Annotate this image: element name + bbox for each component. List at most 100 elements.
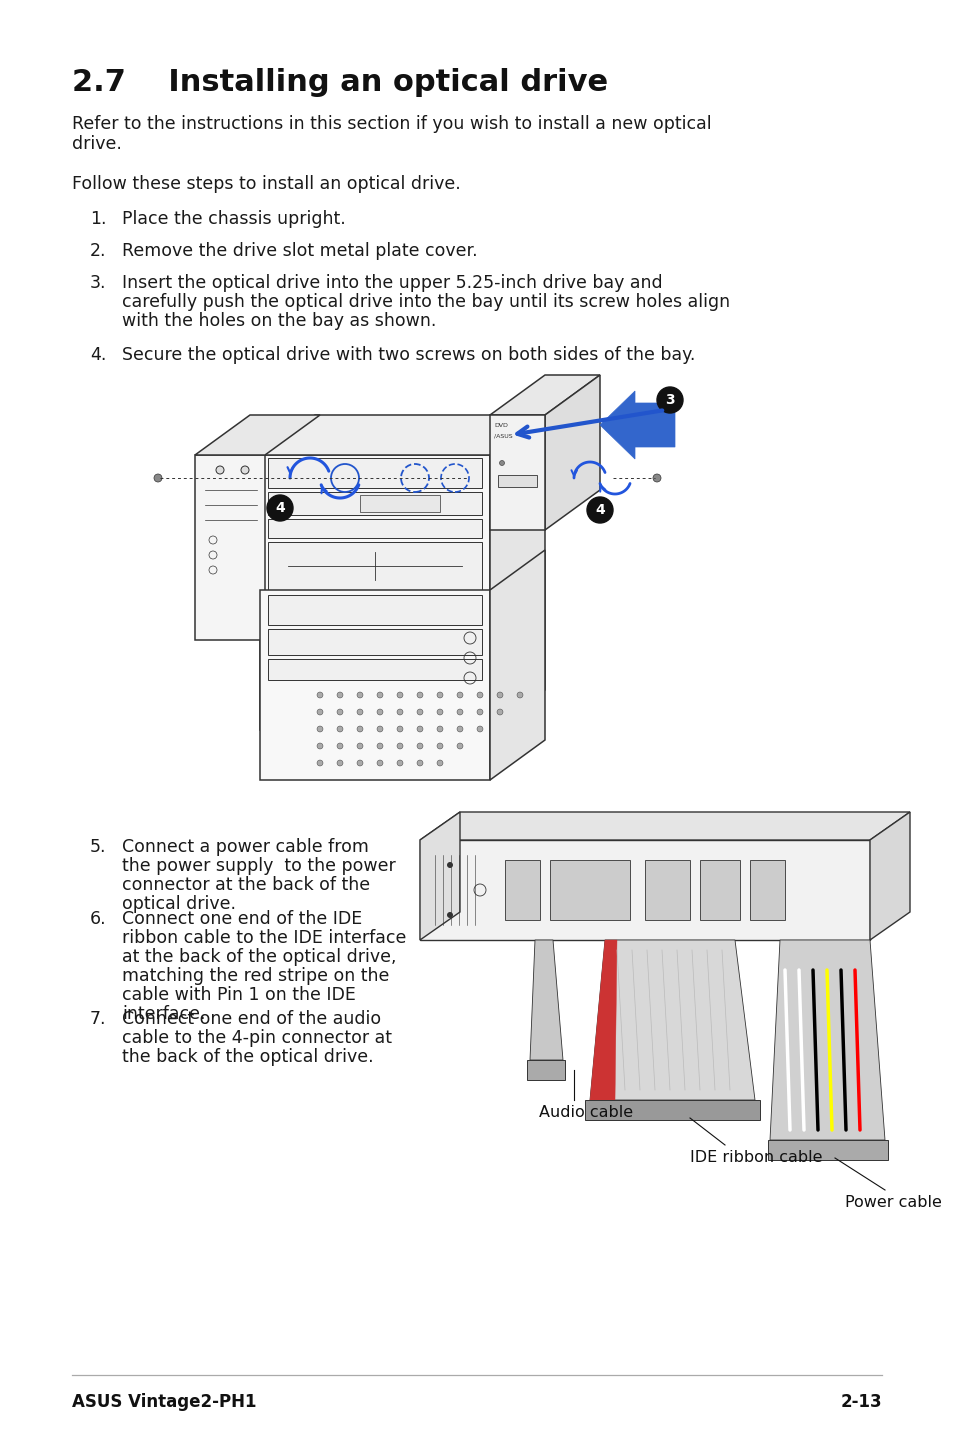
Circle shape xyxy=(436,692,442,697)
Polygon shape xyxy=(497,475,537,487)
Polygon shape xyxy=(589,940,754,1100)
Text: Follow these steps to install an optical drive.: Follow these steps to install an optical… xyxy=(71,175,460,193)
Text: 2.: 2. xyxy=(90,242,107,260)
Text: 1.: 1. xyxy=(90,210,107,229)
Circle shape xyxy=(356,743,363,749)
Circle shape xyxy=(336,726,343,732)
Polygon shape xyxy=(260,416,544,454)
Text: 3: 3 xyxy=(664,393,674,407)
Text: optical drive.: optical drive. xyxy=(122,894,235,913)
Text: /ASUS: /ASUS xyxy=(494,433,512,439)
Circle shape xyxy=(657,387,682,413)
Polygon shape xyxy=(194,454,265,640)
Circle shape xyxy=(396,743,402,749)
Circle shape xyxy=(456,692,462,697)
Circle shape xyxy=(416,726,422,732)
Polygon shape xyxy=(194,416,319,454)
Text: DVD: DVD xyxy=(494,423,507,429)
Circle shape xyxy=(153,475,162,482)
Polygon shape xyxy=(268,628,481,654)
Text: 4.: 4. xyxy=(90,347,107,364)
Text: carefully push the optical drive into the bay until its screw holes align: carefully push the optical drive into th… xyxy=(122,293,729,311)
Text: Remove the drive slot metal plate cover.: Remove the drive slot metal plate cover. xyxy=(122,242,477,260)
Text: interface.: interface. xyxy=(122,1005,205,1022)
Polygon shape xyxy=(769,940,884,1140)
Circle shape xyxy=(497,692,502,697)
Circle shape xyxy=(447,861,453,869)
Polygon shape xyxy=(359,495,439,512)
Polygon shape xyxy=(644,860,689,920)
Circle shape xyxy=(336,692,343,697)
Circle shape xyxy=(316,709,323,715)
Circle shape xyxy=(267,495,293,521)
Text: 3.: 3. xyxy=(90,275,107,292)
Polygon shape xyxy=(530,940,562,1060)
Circle shape xyxy=(499,460,504,466)
Polygon shape xyxy=(419,812,459,940)
Text: matching the red stripe on the: matching the red stripe on the xyxy=(122,966,389,985)
Text: IDE ribbon cable: IDE ribbon cable xyxy=(689,1150,821,1165)
Circle shape xyxy=(652,475,660,482)
Polygon shape xyxy=(584,1100,760,1120)
Text: at the back of the optical drive,: at the back of the optical drive, xyxy=(122,948,396,966)
Text: Power cable: Power cable xyxy=(844,1195,941,1209)
Circle shape xyxy=(416,709,422,715)
Text: 6.: 6. xyxy=(90,910,107,928)
Text: 5.: 5. xyxy=(90,838,107,856)
Polygon shape xyxy=(544,375,599,531)
Text: 7.: 7. xyxy=(90,1009,107,1028)
Circle shape xyxy=(376,743,382,749)
Circle shape xyxy=(436,761,442,766)
Circle shape xyxy=(316,761,323,766)
Circle shape xyxy=(396,761,402,766)
Text: cable with Pin 1 on the IDE: cable with Pin 1 on the IDE xyxy=(122,986,355,1004)
Circle shape xyxy=(356,726,363,732)
Circle shape xyxy=(416,761,422,766)
Text: Connect one end of the audio: Connect one end of the audio xyxy=(122,1009,381,1028)
Text: the back of the optical drive.: the back of the optical drive. xyxy=(122,1048,374,1066)
Circle shape xyxy=(336,761,343,766)
Text: cable to the 4-pin connector at: cable to the 4-pin connector at xyxy=(122,1030,392,1047)
Polygon shape xyxy=(419,812,909,840)
Polygon shape xyxy=(260,454,490,731)
Polygon shape xyxy=(526,1060,564,1080)
Text: Audio cable: Audio cable xyxy=(538,1104,633,1120)
Polygon shape xyxy=(700,860,740,920)
Text: ASUS Vintage2-PH1: ASUS Vintage2-PH1 xyxy=(71,1393,256,1411)
Polygon shape xyxy=(589,940,617,1100)
Circle shape xyxy=(436,743,442,749)
Text: drive.: drive. xyxy=(71,135,122,152)
Polygon shape xyxy=(869,812,909,940)
Polygon shape xyxy=(268,595,481,626)
Circle shape xyxy=(456,743,462,749)
Circle shape xyxy=(436,709,442,715)
Polygon shape xyxy=(490,375,599,416)
Text: Insert the optical drive into the upper 5.25-inch drive bay and: Insert the optical drive into the upper … xyxy=(122,275,662,292)
Polygon shape xyxy=(490,549,544,779)
Polygon shape xyxy=(260,590,490,779)
Circle shape xyxy=(456,726,462,732)
Polygon shape xyxy=(599,391,675,459)
Circle shape xyxy=(316,726,323,732)
Text: 4: 4 xyxy=(595,503,604,518)
Circle shape xyxy=(356,692,363,697)
Circle shape xyxy=(376,709,382,715)
Circle shape xyxy=(316,743,323,749)
Text: Connect a power cable from: Connect a power cable from xyxy=(122,838,369,856)
Text: 2-13: 2-13 xyxy=(840,1393,882,1411)
Polygon shape xyxy=(550,860,629,920)
Circle shape xyxy=(517,692,522,697)
Circle shape xyxy=(336,743,343,749)
Circle shape xyxy=(476,692,482,697)
Circle shape xyxy=(376,726,382,732)
Text: the power supply  to the power: the power supply to the power xyxy=(122,857,395,874)
Text: 4: 4 xyxy=(274,500,285,515)
Text: with the holes on the bay as shown.: with the holes on the bay as shown. xyxy=(122,312,436,329)
Polygon shape xyxy=(268,659,481,680)
Circle shape xyxy=(497,709,502,715)
Circle shape xyxy=(396,726,402,732)
Text: Refer to the instructions in this section if you wish to install a new optical: Refer to the instructions in this sectio… xyxy=(71,115,711,132)
Circle shape xyxy=(447,912,453,917)
Circle shape xyxy=(416,692,422,697)
Circle shape xyxy=(356,761,363,766)
